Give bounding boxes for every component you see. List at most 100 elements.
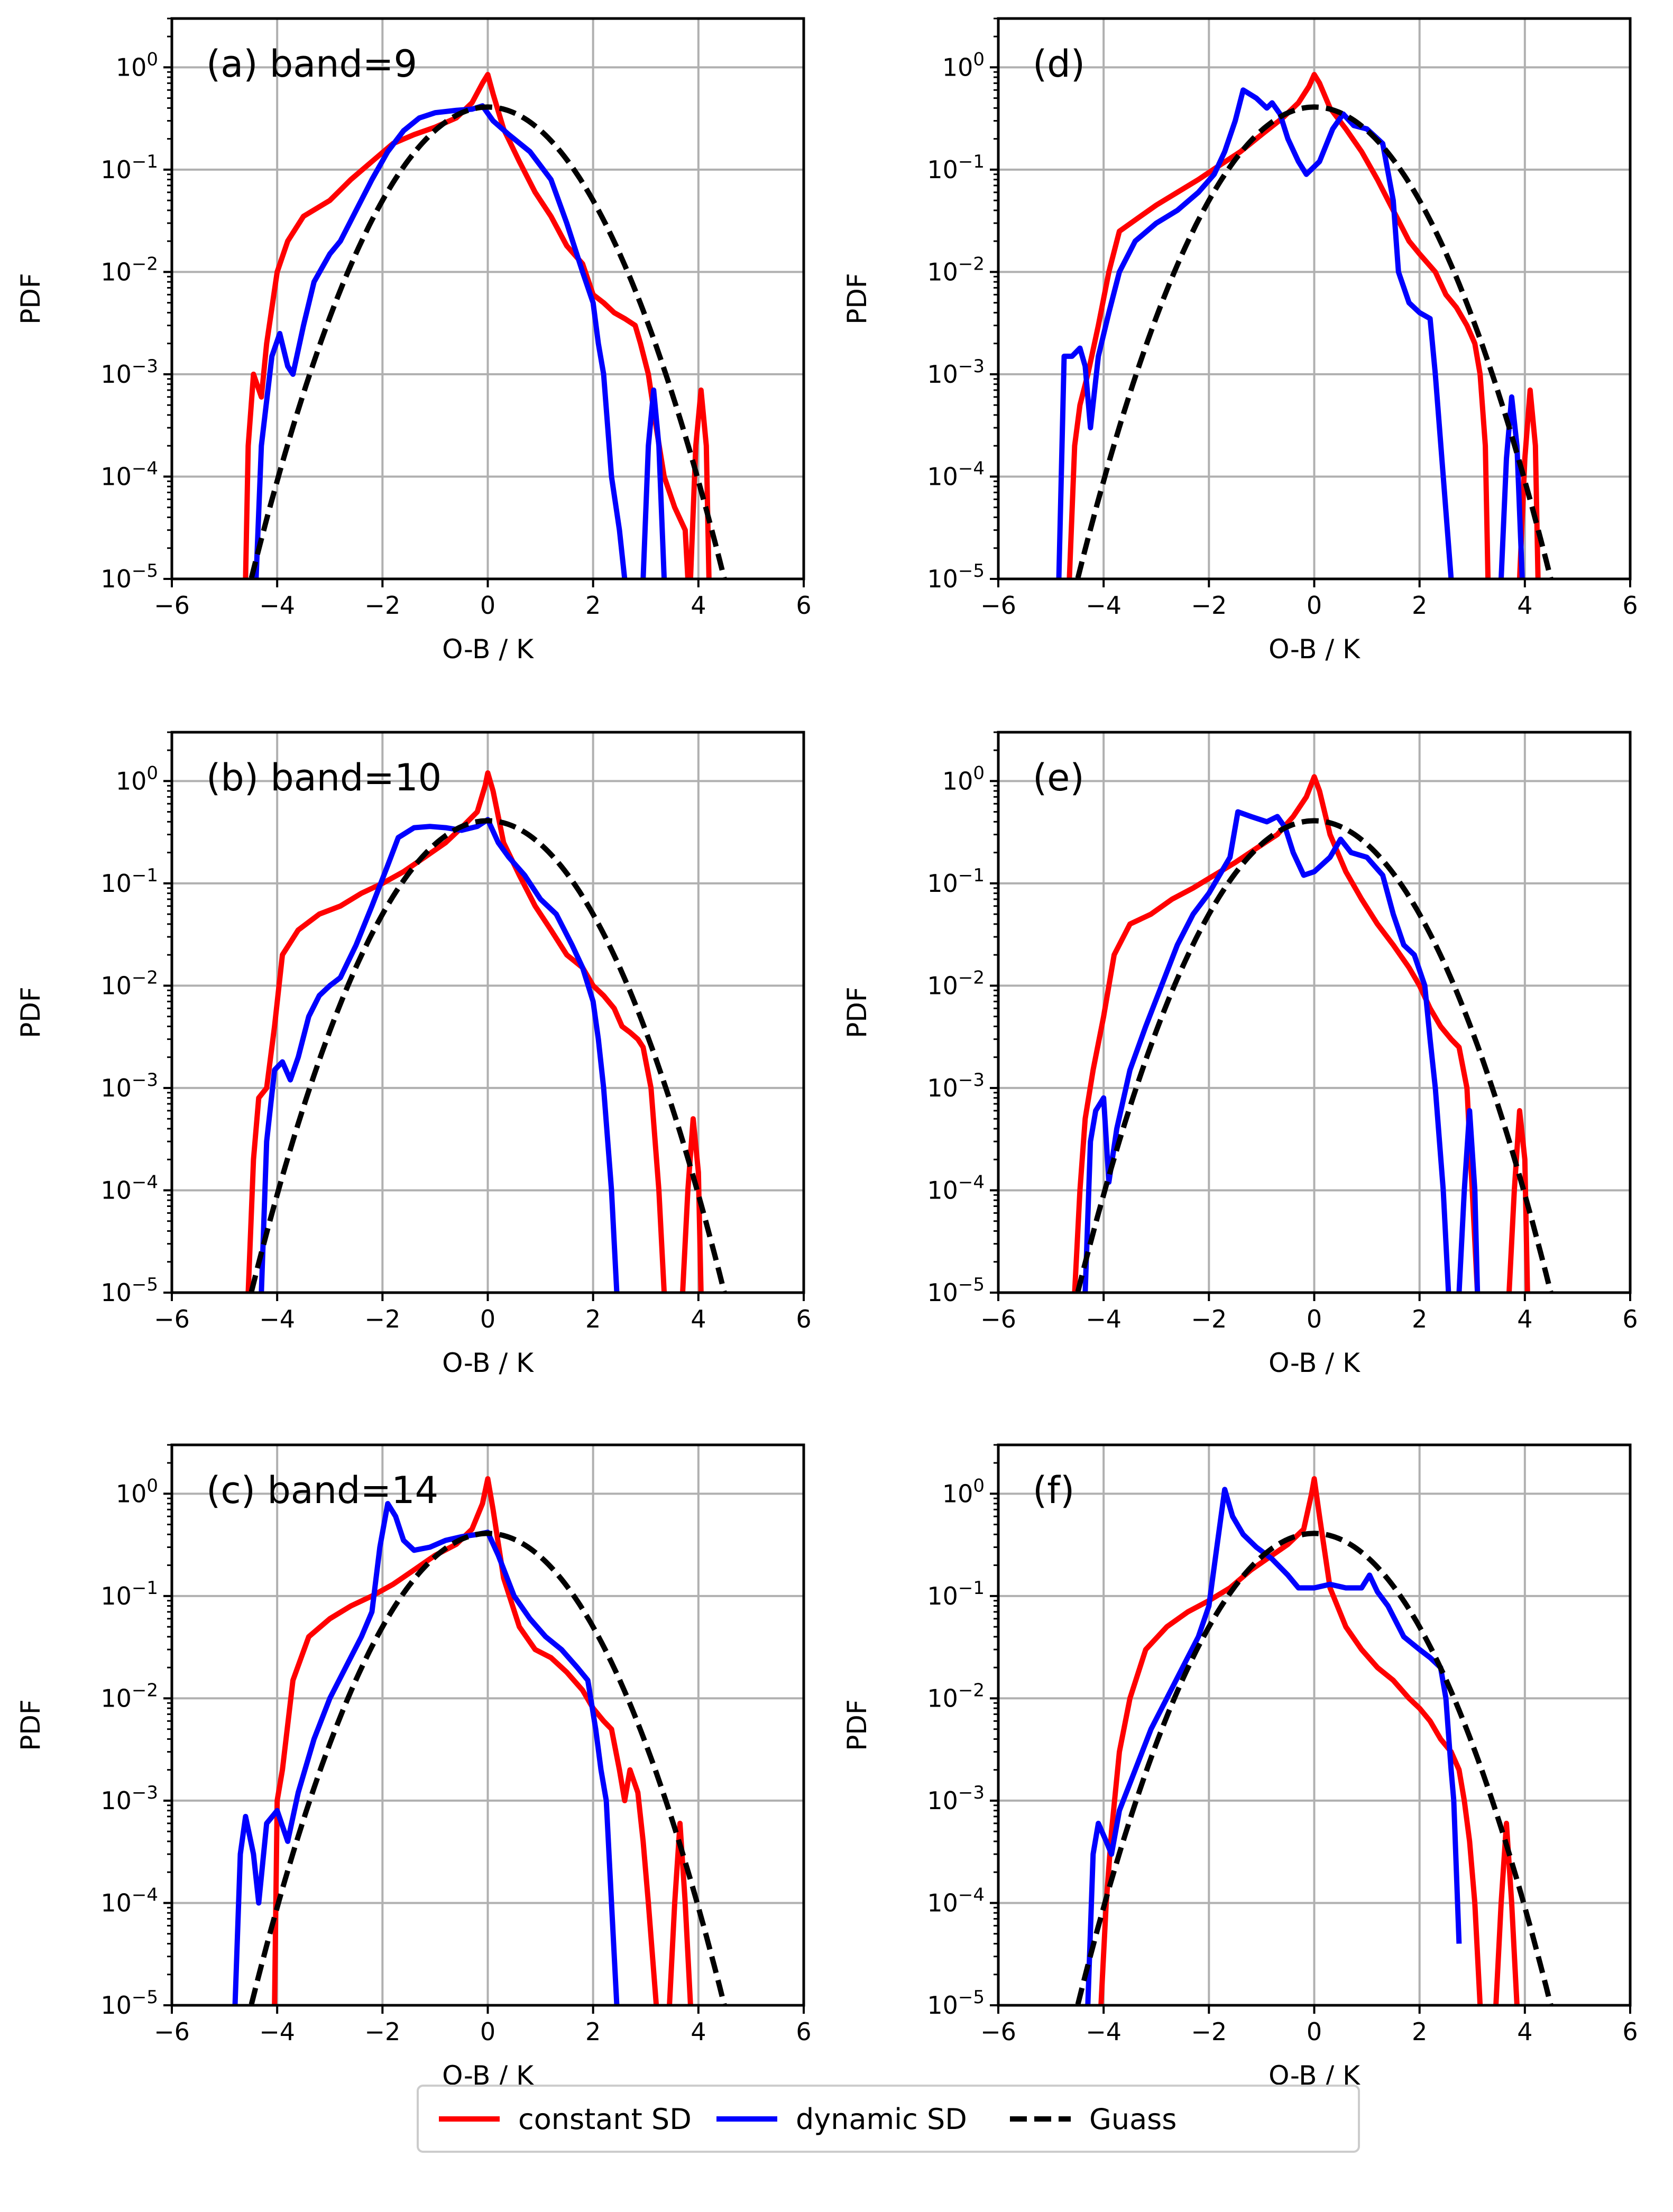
y-tick-label: 10−5 xyxy=(100,1987,158,2020)
series-line-constant-sd xyxy=(1067,72,1491,579)
x-tick-label: 6 xyxy=(796,2017,811,2046)
x-tick-label: 0 xyxy=(480,591,495,620)
series-line-guass xyxy=(1074,818,1554,1293)
x-tick-label: 6 xyxy=(796,591,811,620)
y-tick-label: 10−5 xyxy=(100,1274,158,1307)
y-tick-label: 10−1 xyxy=(100,1578,158,1610)
x-tick-label: −4 xyxy=(1086,591,1122,620)
x-tick-label: 4 xyxy=(1517,591,1532,620)
y-axis-label: PDF xyxy=(15,987,46,1038)
x-tick-label: −4 xyxy=(259,591,295,620)
y-axis-label: PDF xyxy=(15,273,46,324)
x-tick-label: −2 xyxy=(364,591,400,620)
x-tick-label: −4 xyxy=(259,2017,295,2046)
x-tick-label: 4 xyxy=(691,2017,706,2046)
x-tick-label: 2 xyxy=(585,591,601,620)
x-tick-label: 0 xyxy=(1307,591,1322,620)
legend-label: Guass xyxy=(1089,2103,1176,2136)
plot-area xyxy=(232,1476,728,2005)
plot-area xyxy=(1072,774,1554,1293)
x-tick-label: 0 xyxy=(480,1305,495,1333)
y-tick-label: 10−3 xyxy=(927,1070,985,1102)
x-tick-label: 6 xyxy=(796,1305,811,1333)
panel-e: −6 −4 −2 0 2 4 6 10−5 10−4 10−3 10−2 10−1 100 O-B / K… xyxy=(842,731,1638,1378)
series-line-constant-sd xyxy=(1516,387,1541,579)
plot-area xyxy=(245,770,728,1293)
y-tick-label: 10−3 xyxy=(927,1782,985,1815)
y-tick-label: 100 xyxy=(942,1475,985,1508)
y-tick-label: 10−3 xyxy=(927,356,985,389)
panel-title: (b) band=10 xyxy=(206,756,442,799)
y-tick-label: 10−5 xyxy=(927,1987,985,2020)
y-tick-label: 10−5 xyxy=(927,1274,985,1307)
series-line-constant-sd xyxy=(1493,1820,1520,2005)
legend-label: dynamic SD xyxy=(796,2103,967,2136)
panel-title: (a) band=9 xyxy=(206,42,417,86)
x-tick-label: −2 xyxy=(1191,2017,1227,2046)
x-tick-label: 4 xyxy=(1517,1305,1532,1333)
series-line-dynamic-sd xyxy=(1456,1108,1481,1293)
x-tick-label: 2 xyxy=(1412,1305,1427,1333)
y-tick-label: 10−4 xyxy=(927,1172,985,1204)
series-line-constant-sd xyxy=(667,1820,693,2005)
panel-title: (d) xyxy=(1033,42,1085,86)
series-line-guass xyxy=(248,104,728,579)
x-tick-label: −2 xyxy=(1191,591,1227,620)
y-axis-label: PDF xyxy=(15,1699,46,1750)
series-line-constant-sd xyxy=(243,72,691,579)
x-tick-label: −6 xyxy=(980,1305,1016,1333)
y-tick-label: 10−4 xyxy=(100,458,158,491)
y-tick-label: 10−2 xyxy=(927,967,985,1000)
x-tick-label: 4 xyxy=(691,1305,706,1333)
series-line-dynamic-sd xyxy=(640,387,667,579)
plot-area xyxy=(1074,1476,1554,2005)
series-line-guass xyxy=(1074,1531,1554,2005)
series-line-dynamic-sd xyxy=(259,817,620,1293)
y-tick-label: 10−1 xyxy=(100,151,158,184)
series-line-constant-sd xyxy=(687,387,712,579)
y-tick-label: 10−2 xyxy=(927,253,985,286)
x-tick-label: −2 xyxy=(364,2017,400,2046)
x-tick-label: 2 xyxy=(1412,2017,1427,2046)
y-tick-label: 10−1 xyxy=(927,865,985,898)
y-tick-label: 100 xyxy=(942,49,985,81)
x-tick-label: 2 xyxy=(585,2017,601,2046)
x-tick-label: 6 xyxy=(1622,1305,1638,1333)
x-tick-label: 2 xyxy=(1412,591,1427,620)
panel-b: −6 −4 −2 0 2 4 6 10−5 10−4 10−3 10−2 10−1 100 O-B / K… xyxy=(15,731,812,1378)
x-tick-label: −6 xyxy=(980,2017,1016,2046)
legend-frame xyxy=(417,2085,1360,2153)
x-tick-label: −2 xyxy=(364,1305,400,1333)
y-tick-label: 100 xyxy=(116,49,158,81)
y-axis-label: PDF xyxy=(842,1699,872,1750)
x-axis-label: O-B / K xyxy=(1268,1348,1361,1378)
y-tick-label: 10−4 xyxy=(927,458,985,491)
x-tick-label: −6 xyxy=(154,591,190,620)
x-tick-label: −4 xyxy=(259,1305,295,1333)
y-tick-label: 10−3 xyxy=(100,356,158,389)
panel-d: −6 −4 −2 0 2 4 6 10−5 10−4 10−3 10−2 10−1 100 O-B / K… xyxy=(842,17,1638,665)
y-tick-label: 10−1 xyxy=(927,1578,985,1610)
y-axis-label: PDF xyxy=(842,987,872,1038)
series-line-constant-sd xyxy=(245,770,667,1293)
x-tick-label: 4 xyxy=(691,591,706,620)
x-tick-label: 0 xyxy=(480,2017,495,2046)
x-tick-label: −4 xyxy=(1086,2017,1122,2046)
y-tick-label: 10−3 xyxy=(100,1782,158,1815)
y-tick-label: 100 xyxy=(942,762,985,795)
series-line-constant-sd xyxy=(272,1476,659,2005)
x-tick-label: −4 xyxy=(1086,1305,1122,1333)
x-tick-label: 4 xyxy=(1517,2017,1532,2046)
plot-area xyxy=(243,72,728,579)
panel-title: (c) band=14 xyxy=(206,1469,438,1512)
series-line-dynamic-sd xyxy=(1085,1487,1462,2005)
x-axis-label: O-B / K xyxy=(442,1348,534,1378)
y-tick-label: 10−2 xyxy=(100,253,158,286)
y-tick-label: 100 xyxy=(116,1475,158,1508)
panel-title: (e) xyxy=(1033,756,1084,799)
plot-area xyxy=(1056,72,1554,579)
series-line-dynamic-sd xyxy=(1499,394,1525,579)
